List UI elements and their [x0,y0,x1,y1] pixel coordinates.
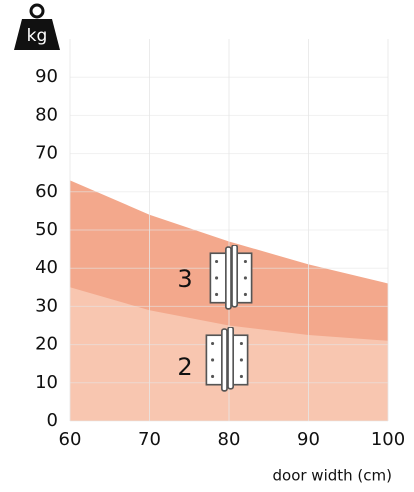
x-tick-label: 100 [371,429,405,450]
y-tick-label: 30 [35,295,58,316]
icon-label: kg [27,26,48,46]
y-tick-label: 80 [35,104,58,125]
y-tick-label: 50 [35,219,58,240]
plot: 0 10 20 30 40 50 60 70 80 90 60 70 80 90 100 2 3 [35,39,405,450]
hinge-icon [209,245,253,310]
series-label: 3 [177,265,192,293]
y-tick-label: 10 [35,372,58,393]
y-tick-label: 0 [47,410,58,431]
x-axis-label: door width (cm) [273,467,393,485]
x-tick-label: 70 [138,429,161,450]
y-tick-label: 40 [35,257,58,278]
y-tick-label: 90 [35,66,58,87]
x-tick-label: 90 [297,429,320,450]
x-tick-label: 80 [218,429,241,450]
x-tick-label: 60 [59,429,82,450]
y-tick-label: 70 [35,143,58,164]
y-tick-label: 60 [35,181,58,202]
hinge-icon [205,327,249,392]
series-label: 2 [177,353,192,381]
weight-icon: kg [14,3,60,50]
y-tick-label: 20 [35,334,58,355]
